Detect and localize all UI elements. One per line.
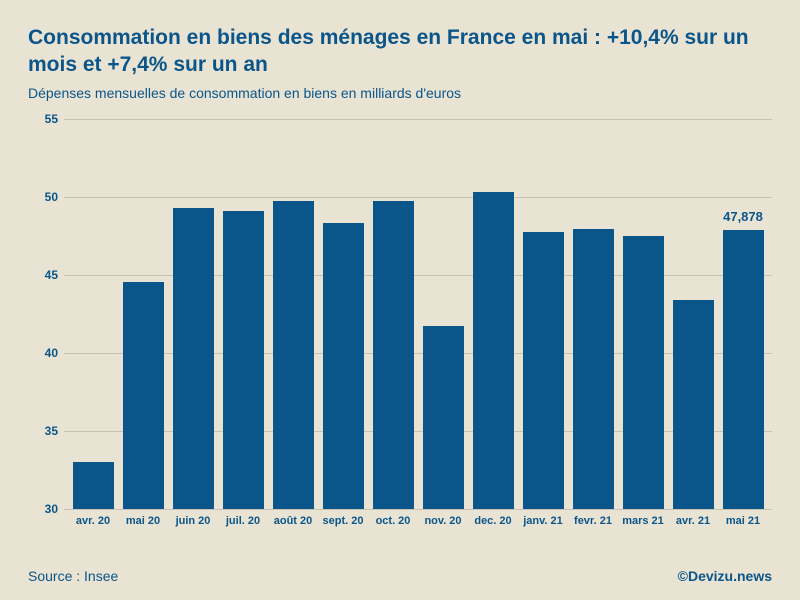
copyright-text: ©Devizu.news [678,568,772,584]
bar [173,208,214,509]
bar [73,462,114,509]
bar-wrapper [518,119,568,509]
bar-wrapper [668,119,718,509]
x-tick-label: mai 20 [118,509,168,539]
plot-area: 47,878 [64,119,772,509]
y-tick-label: 35 [45,424,58,438]
bar-wrapper [318,119,368,509]
x-tick-label: août 20 [268,509,318,539]
chart-title: Consommation en biens des ménages en Fra… [28,24,772,79]
bar [623,236,664,509]
bar [523,232,564,508]
bar-value-label: 47,878 [723,209,763,224]
x-tick-label: fevr. 21 [568,509,618,539]
bar-wrapper [268,119,318,509]
x-tick-label: avr. 20 [68,509,118,539]
bar-wrapper [118,119,168,509]
x-tick-label: juil. 20 [218,509,268,539]
bar [323,223,364,508]
y-tick-label: 30 [45,502,58,516]
x-tick-label: sept. 20 [318,509,368,539]
y-tick-label: 45 [45,268,58,282]
bar [223,211,264,509]
bar [123,282,164,508]
x-tick-label: nov. 20 [418,509,468,539]
y-axis: 303540455055 [28,119,58,509]
bar-wrapper [618,119,668,509]
x-tick-label: mars 21 [618,509,668,539]
bar [723,230,764,509]
bar-wrapper [368,119,418,509]
y-tick-label: 50 [45,190,58,204]
y-tick-label: 55 [45,112,58,126]
bar [273,201,314,508]
bar-wrapper [568,119,618,509]
x-tick-label: oct. 20 [368,509,418,539]
chart-subtitle: Dépenses mensuelles de consommation en b… [28,85,772,101]
x-axis: avr. 20mai 20juin 20juil. 20août 20sept.… [64,509,772,539]
bars-group: 47,878 [64,119,772,509]
bar-wrapper [168,119,218,509]
chart-footer: Source : Insee ©Devizu.news [28,568,772,584]
bar [673,300,714,509]
bar-wrapper: 47,878 [718,119,768,509]
x-tick-label: mai 21 [718,509,768,539]
bar [473,192,514,509]
y-tick-label: 40 [45,346,58,360]
chart-container: Consommation en biens des ménages en Fra… [0,0,800,600]
x-tick-label: janv. 21 [518,509,568,539]
bar-wrapper [68,119,118,509]
chart-area: 303540455055 47,878 avr. 20mai 20juin 20… [28,119,772,539]
bar [573,229,614,508]
bar-wrapper [468,119,518,509]
bar-wrapper [418,119,468,509]
x-tick-label: juin 20 [168,509,218,539]
x-tick-label: dec. 20 [468,509,518,539]
x-tick-label: avr. 21 [668,509,718,539]
bar-wrapper [218,119,268,509]
bar [423,326,464,509]
source-text: Source : Insee [28,568,118,584]
bar [373,201,414,508]
